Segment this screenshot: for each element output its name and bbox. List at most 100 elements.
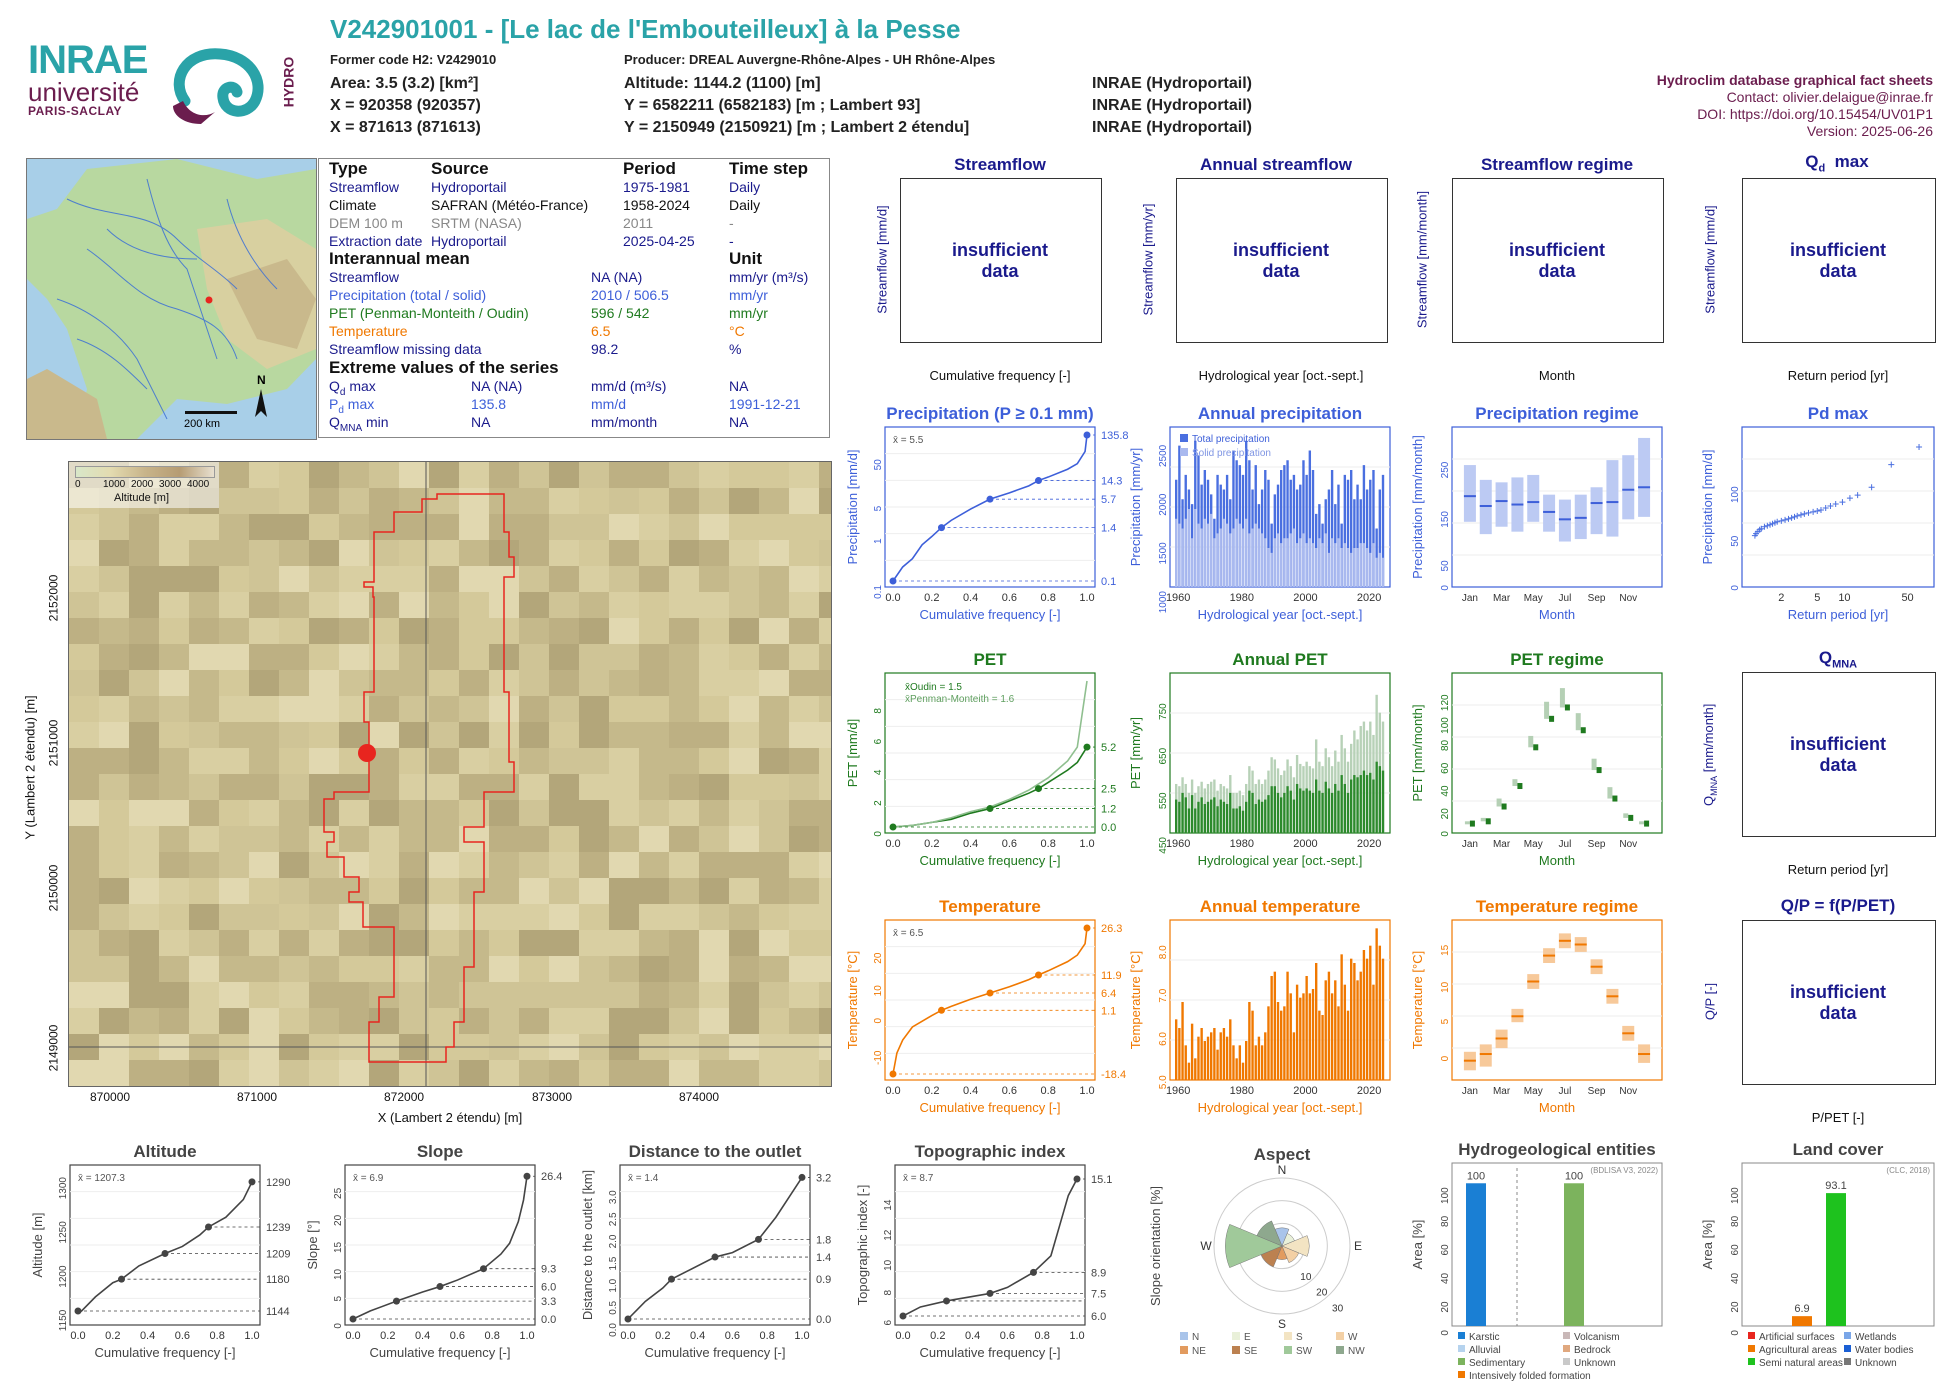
dem-cell	[759, 618, 789, 644]
annual_precip-bar-1	[1356, 548, 1359, 587]
dem-raster	[69, 462, 831, 1086]
dem-cell	[219, 852, 249, 878]
annual_temp-bar-0	[1197, 1036, 1200, 1080]
aspect-legend-label: N	[1192, 1332, 1199, 1343]
pd-max-point	[1788, 514, 1795, 521]
slope_cdf-xtick: 0.0	[345, 1330, 360, 1342]
dem-cell	[219, 696, 249, 722]
altitude_cdf-ytick: 1300	[58, 1177, 69, 1200]
annual_precip-bar-0	[1184, 474, 1187, 587]
topo_cdf-ytick: 12	[883, 1229, 894, 1241]
distance_cdf-mean-label: x̄ = 1.4	[628, 1173, 659, 1184]
dem-cell	[369, 826, 399, 852]
annual_temp-bar-0	[1359, 971, 1362, 1080]
temp_regime-box	[1638, 1044, 1651, 1063]
annual_precip-bar-0	[1229, 499, 1232, 587]
dem-cell	[219, 540, 249, 566]
dem-cell	[789, 1008, 819, 1034]
dem-cell	[159, 592, 189, 618]
annual_precip-bar-0	[1350, 470, 1353, 587]
hydrogeology-ytick: 100	[1440, 1187, 1451, 1204]
pd-max-point	[1854, 492, 1861, 499]
dem-cell	[699, 982, 729, 1008]
pet_cdf-right-label: 0.0	[1101, 822, 1116, 834]
annual_pet-bar-0	[1346, 761, 1350, 833]
distance_cdf-xlabel: Cumulative frequency [-]	[645, 1345, 786, 1360]
annual_precip-title: Annual precipitation	[1198, 404, 1362, 423]
dem-cell	[489, 722, 519, 748]
pet_regime-ytick: 80	[1440, 739, 1451, 751]
dem-cell	[69, 566, 99, 592]
landcover-ytick: 60	[1730, 1244, 1741, 1256]
dem-cell	[279, 488, 309, 514]
dem-cell	[699, 514, 729, 540]
altitude_cdf-ytick: 1200	[58, 1265, 69, 1288]
info-header-extreme: Extreme values of the series	[329, 358, 559, 377]
annual_precip-bar-0	[1321, 523, 1324, 587]
annual_pet-bar-1	[1210, 799, 1213, 833]
dem-cell	[219, 774, 249, 800]
extreme-name: QMNA min	[329, 414, 389, 434]
info-header-mean: Interannual mean	[329, 249, 470, 268]
topo_cdf-ytick: 14	[883, 1199, 894, 1211]
extreme-unit: mm/d	[591, 396, 626, 412]
temp_regime-ylabel: Temperature [°C]	[1410, 951, 1425, 1049]
aspect-legend-label: E	[1244, 1332, 1251, 1343]
page-title: V242901001 - [Le lac de l'Embouteilleux]…	[330, 14, 961, 44]
annual_temp-bar-0	[1337, 1006, 1340, 1080]
dem-cell	[729, 904, 759, 930]
hydro-logo-icon	[173, 48, 264, 124]
topo_cdf-point	[986, 1289, 994, 1297]
precip_regime-box	[1638, 437, 1651, 517]
pet_cdf-title: PET	[973, 650, 1007, 669]
pet_regime-oudin	[1564, 704, 1570, 711]
dem-cell	[729, 956, 759, 982]
temp_regime-xtick: Sep	[1588, 1086, 1606, 1097]
dem-cell	[399, 930, 429, 956]
annual_temp-bar-0	[1340, 954, 1343, 1080]
dem-cell	[219, 800, 249, 826]
annual_pet-bar-0	[1283, 770, 1286, 833]
pet_cdf-ytick: 0	[873, 831, 884, 837]
annual_pet-bar-1	[1318, 790, 1321, 833]
dem-cell	[309, 930, 339, 956]
annual_pet-bar-0	[1321, 766, 1324, 833]
temp_regime-xtick: Nov	[1619, 1086, 1637, 1097]
dem-cell	[759, 696, 789, 722]
aspect-legend-swatch	[1284, 1332, 1292, 1340]
dem-cell	[429, 488, 459, 514]
annual_temp-bar-0	[1324, 980, 1327, 1080]
annual_pet-xtick: 2000	[1293, 838, 1317, 850]
annual_temp-bar-0	[1200, 1028, 1203, 1080]
pd-max-point	[1839, 499, 1846, 506]
hydrogeology-legend-label: Karstic	[1469, 1332, 1500, 1343]
dem-cell	[459, 644, 489, 670]
dem-cell	[429, 1060, 459, 1086]
annual_pet-bar-1	[1219, 799, 1222, 833]
dem-cell	[639, 904, 669, 930]
dem-cell	[69, 878, 99, 904]
aspect-legend-swatch	[1180, 1332, 1188, 1340]
streamflow-regime-panel	[1452, 178, 1664, 343]
annual_precip-bar-0	[1248, 460, 1251, 587]
altitude_cdf-xtick: 1.0	[244, 1330, 259, 1342]
x93-value: X = 920358 (920357)	[330, 97, 481, 114]
dem-cell	[519, 852, 549, 878]
temp_regime-box	[1527, 974, 1540, 989]
annual_precip-bar-0	[1305, 474, 1308, 587]
annual_pet-bar-0	[1330, 766, 1334, 833]
pd-max-point	[1751, 532, 1758, 539]
pet_cdf-xtick: 0.2	[924, 838, 939, 850]
annual_precip-bar-0	[1334, 504, 1337, 587]
annual_precip-bar-1	[1340, 548, 1343, 587]
dem-cell	[579, 488, 609, 514]
precip_cdf-right-label: 5.7	[1101, 494, 1116, 506]
topo_cdf-xtick: 0.0	[895, 1330, 910, 1342]
precip_regime-ytick: 50	[1440, 560, 1451, 572]
annual_temp-bar-0	[1254, 1045, 1257, 1080]
extreme-row: QMNA min NA mm/month NA	[329, 414, 829, 434]
dem-cell	[609, 982, 639, 1008]
pd-max-point	[1822, 504, 1829, 511]
aspect-sector	[1281, 1235, 1310, 1257]
annual_precip-bar-1	[1365, 548, 1369, 587]
